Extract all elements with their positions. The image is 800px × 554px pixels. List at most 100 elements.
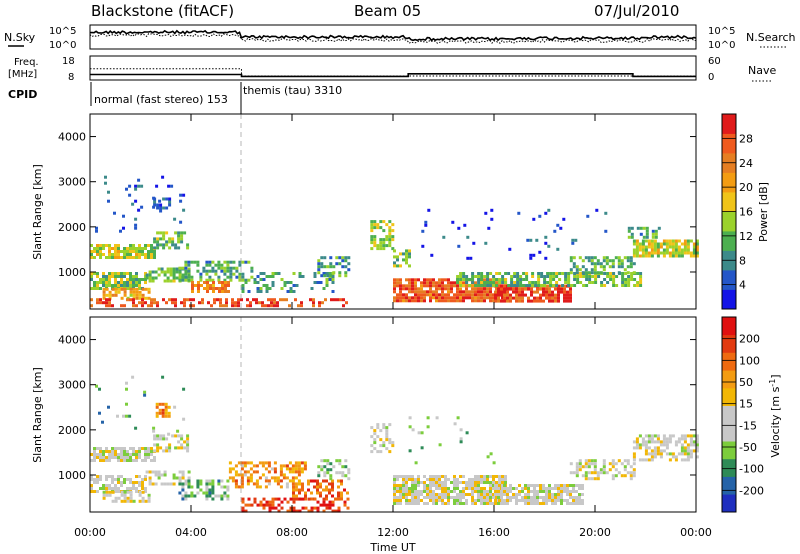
heatmap-cell (579, 275, 583, 278)
heatmap-cell (344, 274, 348, 278)
heatmap-cell (453, 293, 456, 297)
heatmap-cell (474, 275, 478, 278)
nsearch-series (89, 33, 697, 44)
heatmap-cell (396, 299, 399, 303)
heatmap-cell (486, 275, 490, 278)
heatmap-cell (566, 487, 569, 490)
heatmap-cell (108, 459, 111, 462)
heatmap-cell (632, 474, 636, 478)
heatmap-cell (159, 446, 163, 450)
heatmap-cell (132, 287, 136, 291)
heatmap-cell (692, 251, 696, 255)
heatmap-cell (123, 272, 126, 275)
heatmap-cell (205, 272, 209, 276)
heatmap-cell (647, 239, 651, 243)
heatmap-cell (208, 275, 212, 279)
heatmap-cell (629, 259, 633, 263)
heatmap-cell (405, 475, 408, 478)
heatmap-cell (93, 447, 96, 450)
heatmap-cell (408, 487, 411, 490)
heatmap-cell (611, 259, 615, 263)
heatmap-cell (123, 490, 127, 494)
heatmap-cell (680, 248, 684, 252)
heatmap-cell (180, 234, 184, 238)
heatmap-cell (506, 502, 509, 505)
x-tick-label: 00:00 (74, 526, 106, 539)
heatmap-cell (261, 464, 265, 468)
heatmap-cell (111, 287, 115, 291)
heatmap-cell (444, 278, 447, 282)
heatmap-cell (347, 471, 351, 475)
heatmap-cell (542, 502, 545, 505)
heatmap-cell (547, 208, 551, 212)
heatmap-cell (382, 244, 386, 248)
heatmap-cell (309, 298, 312, 302)
heatmap-cell (674, 458, 678, 462)
heatmap-cell (575, 468, 579, 472)
heatmap-cell (462, 272, 466, 275)
heatmap-cell (521, 490, 524, 493)
heatmap-cell (396, 502, 399, 505)
heatmap-cell (611, 465, 615, 469)
heatmap-cell (587, 271, 591, 275)
heatmap-cell (138, 296, 142, 300)
heatmap-cell (187, 485, 191, 489)
heatmap-cell (533, 493, 536, 496)
velocity-ylabel: Slant Range [km] (31, 367, 44, 463)
heatmap-cell (99, 281, 102, 284)
heatmap-cell (295, 494, 298, 498)
heatmap-cell (665, 239, 669, 243)
heatmap-cell (237, 301, 240, 305)
heatmap-cell (117, 275, 120, 278)
heatmap-cell (164, 405, 168, 409)
heatmap-cell (402, 493, 405, 496)
heatmap-cell (181, 476, 185, 480)
heatmap-cell (487, 226, 491, 230)
heatmap-cell (483, 290, 486, 294)
heatmap-cell (147, 499, 151, 503)
heatmap-cell (489, 299, 492, 303)
heatmap-cell (93, 281, 96, 284)
heatmap-cell (414, 299, 417, 303)
heatmap-cell (148, 270, 152, 274)
heatmap-cell (626, 459, 630, 463)
heatmap-cell (521, 293, 524, 297)
heatmap-cell (426, 484, 429, 487)
heatmap-cell (108, 272, 111, 275)
heatmap-cell (653, 245, 657, 249)
heatmap-cell (566, 493, 569, 496)
heatmap-cell (328, 506, 332, 510)
heatmap-cell (126, 456, 129, 459)
heatmap-cell (187, 278, 191, 282)
heatmap-cell (653, 455, 657, 459)
heatmap-cell (217, 260, 221, 264)
heatmap-cell (288, 304, 291, 308)
heatmap-cell (441, 499, 444, 502)
heatmap-cell (560, 487, 563, 490)
heatmap-cell (530, 499, 533, 502)
heatmap-cell (621, 272, 625, 275)
heatmap-cell (536, 496, 539, 499)
heatmap-cell (153, 301, 156, 305)
heatmap-cell (429, 487, 432, 490)
heatmap-cell (527, 502, 530, 505)
heatmap-cell (509, 287, 512, 291)
heatmap-cell (178, 270, 182, 274)
heatmap-cell (217, 494, 221, 498)
heatmap-cell (135, 481, 138, 484)
heatmap-cell (417, 293, 420, 297)
heatmap-cell (447, 278, 450, 282)
heatmap-cell (671, 455, 675, 459)
heatmap-cell (175, 476, 179, 480)
heatmap-cell (513, 284, 517, 287)
heatmap-cell (557, 284, 560, 288)
heatmap-cell (265, 500, 269, 504)
heatmap-cell (677, 245, 681, 249)
heatmap-cell (545, 290, 548, 294)
heatmap-cell (373, 441, 377, 445)
heatmap-cell (223, 491, 227, 495)
heatmap-cell (462, 481, 465, 484)
heatmap-cell (411, 284, 414, 288)
heatmap-cell (495, 287, 498, 291)
